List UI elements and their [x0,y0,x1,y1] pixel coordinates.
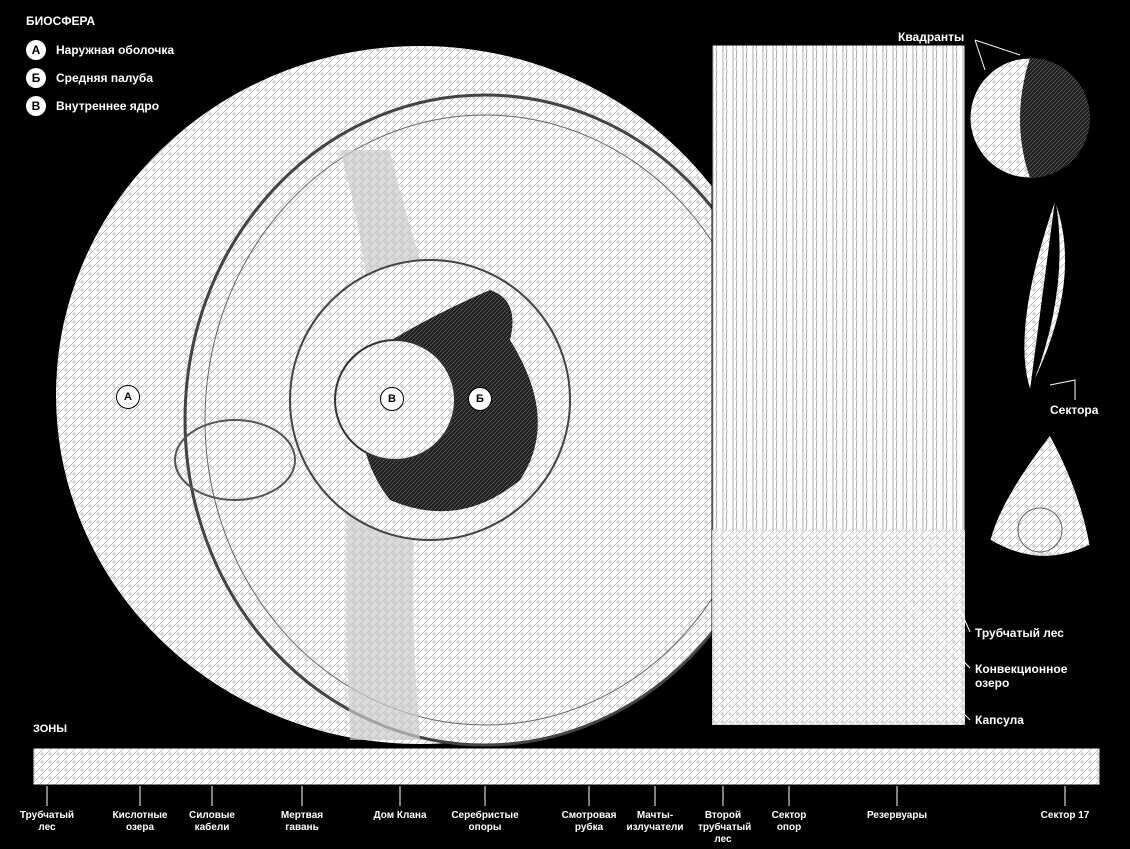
zone-label: Трубчатый лес [19,810,75,833]
zones-strip [32,747,1101,786]
legend-label: Наружная оболочка [56,43,175,57]
zone-label: Силовые кабели [189,810,235,833]
zone-label: Сектор 17 [1040,810,1090,821]
zone-label: Мертвая гавань [280,810,324,833]
legend-marker: А [26,40,46,60]
legend-marker: В [26,96,46,116]
zone-label: Дом Клана [373,810,427,821]
legend-marker: Б [26,68,46,88]
legend-label: Средняя палуба [56,71,154,85]
callout: Капсула [975,713,1024,727]
zone-label: Кислотные озера [112,810,168,833]
zone-label: Резервуары [866,810,928,821]
zones-title: ЗОНЫ [33,723,68,735]
legend-label: Внутреннее ядро [56,99,160,113]
sphere-marker: Б [468,387,492,411]
callout: Конвекционное озеро [975,662,1068,690]
sphere [54,44,787,747]
sphere-marker: В [380,387,404,411]
sector-wedge [989,434,1091,557]
zone-label: Мачты-излучатели [626,810,684,833]
title: БИОСФЕРА [26,14,96,28]
zone-label: Второй трубчатый лес [698,810,752,845]
leader-lines [899,39,1076,721]
callout: Трубчатый лес [975,626,1064,640]
zone-label: Сектор опор [771,810,807,833]
callout: Квадранты [898,30,965,44]
callout: Сектора [1050,403,1099,417]
sector-shape [1023,199,1067,391]
zone-label: Серебристые опоры [451,810,519,833]
zone-label: Смотровая рубка [561,810,617,833]
sphere-marker: А [116,385,140,409]
